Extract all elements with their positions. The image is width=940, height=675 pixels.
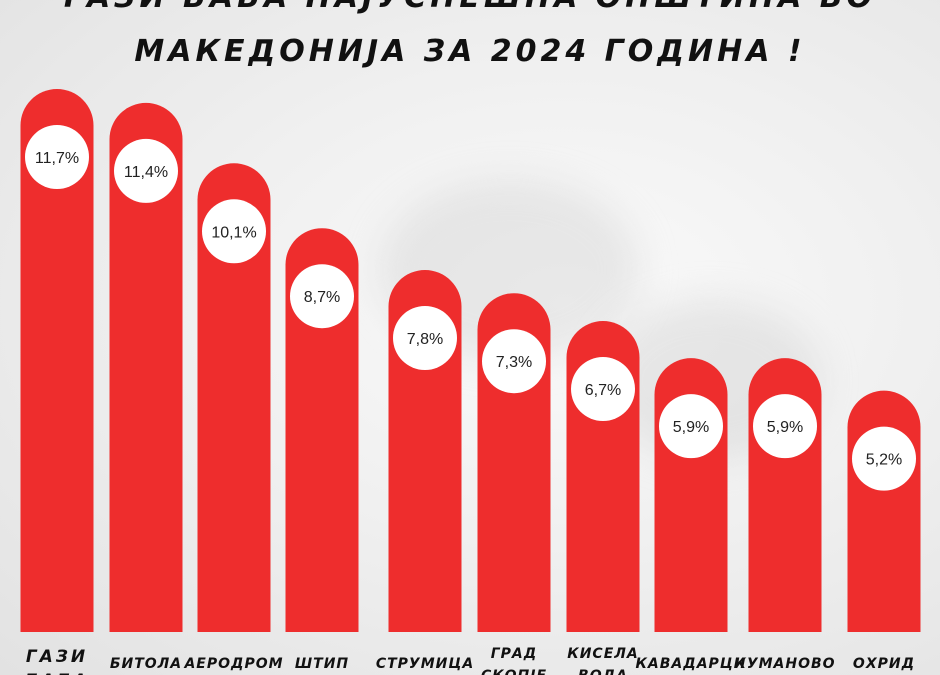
data-label-5: 7,3% [496, 354, 532, 371]
category-label-3-0: ШТИП [295, 656, 349, 672]
category-label-0-1: БАБА [25, 671, 89, 675]
value-circle-7 [659, 394, 723, 459]
data-label-2: 10,1% [211, 224, 256, 241]
category-label-7-0: КАВАДАРЦИ [635, 656, 746, 672]
value-circle-2 [202, 199, 266, 264]
data-label-0: 11,7% [35, 150, 79, 167]
data-label-3: 8,7% [304, 289, 340, 306]
category-label-6-1: ВОДА [578, 668, 628, 675]
category-label-9-0: ОХРИД [853, 656, 915, 672]
value-circle-5 [482, 329, 546, 394]
bar-0 [20, 89, 94, 632]
value-circle-3 [290, 264, 354, 329]
data-label-9: 5,2% [866, 452, 902, 469]
category-label-5-0: ГРАД [491, 646, 538, 662]
category-label-4-0: СТРУМИЦА [376, 656, 474, 672]
bar-2 [197, 163, 271, 632]
data-label-4: 7,8% [407, 331, 443, 348]
category-label-1-0: БИТОЛА [110, 656, 182, 672]
data-label-6: 6,7% [585, 382, 621, 399]
chart-title-line-2: МАКЕДОНИЈА ЗА 2024 ГОДИНА ! [134, 34, 806, 69]
chart-title-line-1: ГАЗИ БАБА НАЈУСПЕШНА ОПШТИНА ВО [0, 0, 940, 15]
value-circle-0 [25, 125, 89, 189]
value-circle-8 [753, 394, 817, 459]
data-label-1: 11,4% [124, 164, 168, 181]
value-circle-1 [114, 138, 178, 203]
bar-1 [109, 102, 183, 632]
value-circle-9 [852, 426, 916, 491]
value-circle-4 [393, 306, 457, 370]
category-label-5-1: СКОПЈЕ [481, 668, 547, 675]
category-label-2-0: АЕРОДРОМ [183, 656, 283, 672]
value-circle-6 [571, 357, 635, 422]
category-label-6-0: КИСЕЛА [567, 646, 638, 662]
category-label-0-0: ГАЗИ [26, 647, 88, 667]
data-label-7: 5,9% [673, 419, 709, 436]
data-label-8: 5,9% [767, 419, 803, 436]
category-label-8-0: КУМАНОВО [734, 656, 835, 672]
bar-3 [285, 228, 359, 632]
